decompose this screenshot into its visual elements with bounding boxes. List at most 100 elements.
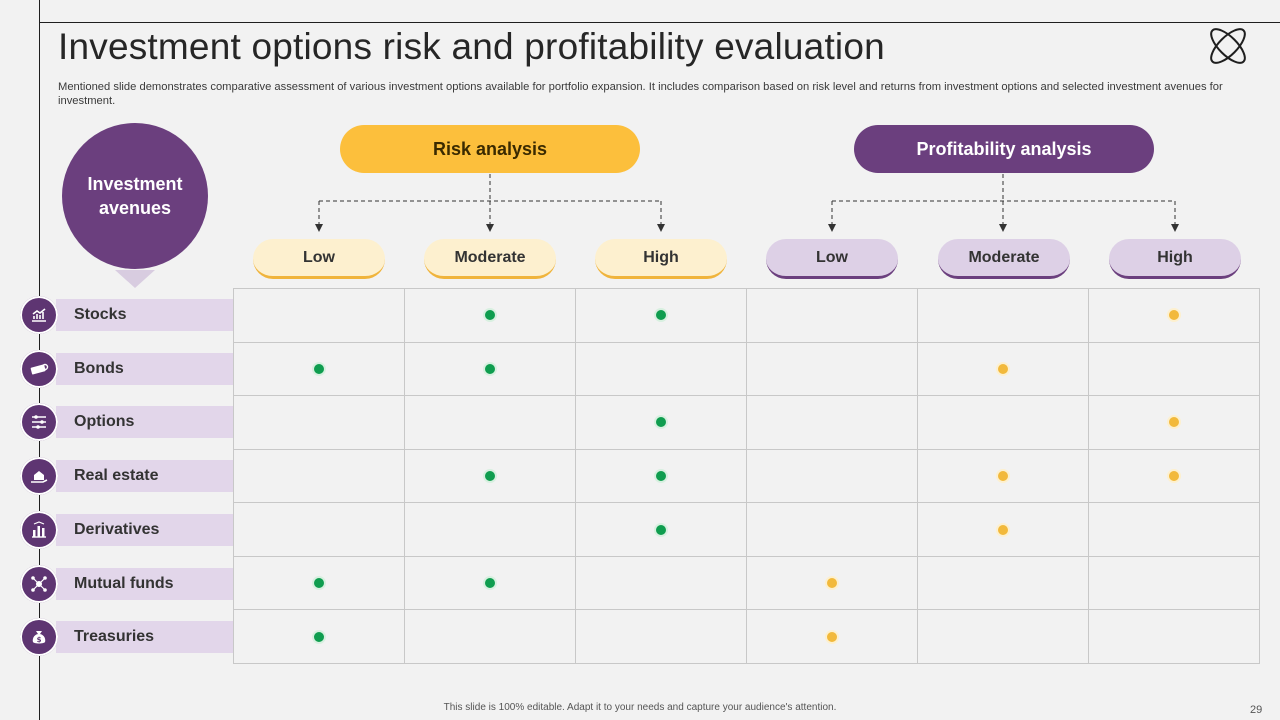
avenue-row-label: Bonds — [20, 349, 233, 388]
footer-note: This slide is 100% editable. Adapt it to… — [443, 702, 837, 713]
cell-profit-low — [746, 288, 918, 343]
avenue-label-band — [56, 513, 233, 546]
profitability-analysis-header: Profitability analysis — [854, 125, 1154, 173]
table-row — [233, 341, 1260, 397]
risk-marker-dot — [483, 361, 497, 376]
chart-icon — [20, 296, 58, 334]
cell-profit-moderate — [917, 448, 1089, 504]
cell-profit-low — [746, 502, 918, 557]
cell-profit-low — [746, 341, 918, 397]
avenue-label-text: Stocks — [74, 306, 127, 323]
cell-risk-high — [575, 555, 747, 611]
profit-marker-dot — [1167, 415, 1181, 430]
profit-marker-dot — [996, 468, 1010, 483]
cell-risk-moderate — [404, 395, 576, 450]
cell-profit-low — [746, 448, 918, 504]
sliders-icon — [20, 403, 58, 442]
cell-profit-low — [746, 609, 918, 664]
cell-profit-moderate — [917, 555, 1089, 611]
cell-risk-moderate — [404, 341, 576, 397]
avenue-label-band — [56, 567, 233, 600]
avenue-label-band — [56, 406, 233, 439]
profit-marker-dot — [996, 361, 1010, 376]
cell-profit-moderate — [917, 502, 1089, 557]
cell-risk-low — [233, 341, 405, 397]
slide-subtitle: Mentioned slide demonstrates comparative… — [58, 81, 1223, 107]
risk-marker-dot — [483, 576, 497, 591]
house-hand-icon — [20, 457, 58, 496]
risk-level-low: Low — [253, 239, 385, 279]
profit-level-high: High — [1109, 239, 1241, 279]
cell-profit-high — [1088, 502, 1260, 557]
cell-risk-low — [233, 555, 405, 611]
cell-profit-high — [1088, 555, 1260, 611]
cell-profit-high — [1088, 341, 1260, 397]
cell-risk-low — [233, 448, 405, 504]
slide-title: Investment options risk and profitabilit… — [58, 26, 885, 67]
cell-risk-moderate — [404, 555, 576, 611]
cell-risk-high — [575, 448, 747, 504]
table-row — [233, 609, 1260, 664]
risk-marker-dot — [312, 629, 326, 644]
risk-marker-dot — [654, 468, 668, 483]
cell-profit-high — [1088, 288, 1260, 343]
cell-risk-moderate — [404, 609, 576, 664]
avenue-label-text: Options — [74, 413, 135, 431]
cell-profit-moderate — [917, 288, 1089, 343]
bonds-icon — [20, 349, 58, 388]
cell-risk-low — [233, 288, 405, 343]
cell-profit-low — [746, 395, 918, 450]
risk-level-moderate: Moderate — [424, 239, 556, 279]
profit-marker-dot — [996, 522, 1010, 537]
profit-level-moderate: Moderate — [938, 239, 1070, 279]
avenue-label-text: Derivatives — [74, 520, 160, 538]
cell-profit-moderate — [917, 609, 1089, 664]
bar-chart-icon — [20, 510, 58, 549]
risk-marker-dot — [312, 576, 326, 591]
avenue-label-band — [56, 299, 233, 331]
network-icon — [20, 564, 58, 603]
avenue-label-text: Bonds — [74, 359, 124, 377]
top-rule — [39, 22, 1280, 23]
avenue-label-text: Treasuries — [74, 628, 155, 646]
avenues-pointer — [115, 270, 155, 288]
risk-marker-dot — [654, 308, 668, 323]
investment-avenues-label: Investment avenues — [87, 174, 183, 218]
evaluation-grid — [233, 288, 1260, 664]
table-row — [233, 502, 1260, 557]
avenue-label-band — [56, 460, 233, 493]
risk-level-high: High — [595, 239, 727, 279]
avenue-row-label: $ Treasuries — [20, 618, 233, 657]
avenue-row-label: Mutual funds — [20, 564, 233, 603]
risk-analysis-header: Risk analysis — [340, 125, 640, 173]
avenue-label-band — [56, 352, 233, 385]
risk-marker-dot — [312, 361, 326, 376]
cell-profit-high — [1088, 448, 1260, 504]
risk-marker-dot — [654, 522, 668, 537]
cell-profit-high — [1088, 395, 1260, 450]
cell-profit-low — [746, 555, 918, 611]
page-number: 29 — [1250, 704, 1263, 716]
cell-risk-high — [575, 395, 747, 450]
risk-marker-dot — [483, 308, 497, 323]
cell-risk-high — [575, 609, 747, 664]
money-bag-icon: $ — [20, 618, 58, 657]
profit-marker-dot — [825, 576, 839, 591]
risk-marker-dot — [483, 468, 497, 483]
cell-profit-high — [1088, 609, 1260, 664]
table-row — [233, 395, 1260, 450]
avenue-label-band — [56, 621, 233, 654]
avenue-row-label: Real estate — [20, 457, 233, 496]
profit-level-low: Low — [766, 239, 898, 279]
atom-logo-icon — [1210, 28, 1246, 64]
cell-risk-moderate — [404, 448, 576, 504]
cell-risk-low — [233, 609, 405, 664]
cell-profit-moderate — [917, 395, 1089, 450]
cell-risk-low — [233, 502, 405, 557]
cell-risk-low — [233, 395, 405, 450]
cell-profit-moderate — [917, 341, 1089, 397]
table-row — [233, 288, 1260, 343]
profit-marker-dot — [825, 629, 839, 644]
cell-risk-moderate — [404, 288, 576, 343]
avenue-label-text: Mutual funds — [74, 574, 174, 592]
